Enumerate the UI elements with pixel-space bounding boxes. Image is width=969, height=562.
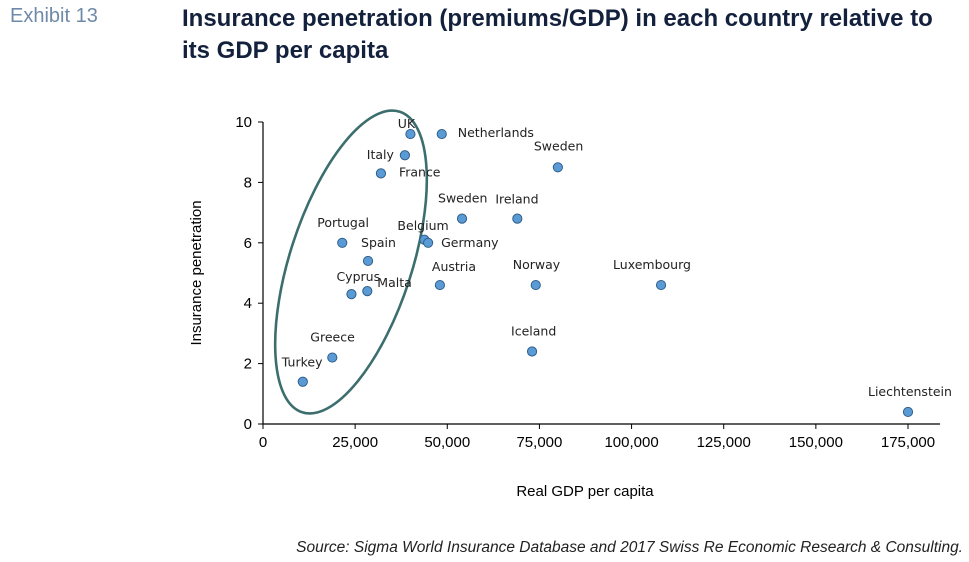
x-tick-label: 150,000 [789,434,843,451]
data-point [456,213,468,224]
data-point [399,150,410,161]
data-point [526,346,538,357]
data-point [530,279,541,291]
data-point [552,162,563,173]
point-label: Italy [367,147,395,162]
data-point [362,286,373,297]
data-point [346,289,357,300]
point-label: Spain [361,235,396,250]
point-label: Turkey [281,355,323,370]
data-point [297,376,308,387]
data-point [434,279,446,291]
point-label: Germany [441,235,499,250]
point-label: Liechtenstein [868,384,952,399]
data-point [655,279,667,291]
x-tick-label: 100,000 [604,434,658,451]
chart-title: Insurance penetration (premiums/GDP) in … [182,5,933,64]
x-tick-label: 0 [259,434,267,451]
axes: 0 25,000 50,000 75,000 100,000 125,000 150,000… [188,114,940,500]
scatter-chart: 0 25,000 50,000 75,000 100,000 125,000 150,000… [188,109,952,500]
point-label: Portugal [317,215,369,230]
data-point [423,237,434,248]
data-point [375,168,387,179]
highlight-ellipse [273,109,429,415]
y-tick-label: 4 [244,295,252,312]
y-tick-label: 8 [244,174,252,191]
point-label: UK [398,116,416,131]
data-point [337,237,348,248]
point-label: Austria [432,259,476,274]
point-labels: UK Netherlands Italy France Sweden Sweden Irel… [281,116,952,399]
point-label: Luxembourg [613,257,691,272]
point-label: Ireland [495,192,538,207]
point-label: Greece [310,330,355,345]
point-label: Malta [377,275,411,290]
point-label: Sweden [438,191,487,206]
y-tick-label: 0 [244,416,252,433]
data-point [436,128,447,140]
highlight-ellipse-group [273,109,429,415]
data-point [902,406,914,418]
point-label: France [399,164,441,179]
data-points [297,128,914,418]
exhibit-number: Exhibit 13 [10,5,98,27]
source-note: Source: Sigma World Insurance Database a… [296,539,963,556]
data-point [327,352,338,363]
point-label: Sweden [534,138,583,153]
x-tick-label: 25,000 [332,434,378,451]
y-tick-label: 2 [244,356,252,373]
point-label: Cyprus [336,269,380,284]
x-tick-label: 75,000 [516,434,562,451]
point-label: Iceland [511,324,556,339]
x-tick-label: 125,000 [697,434,751,451]
y-tick-label: 10 [235,114,252,131]
x-tick-label: 175,000 [881,434,935,451]
x-tick-label: 50,000 [424,434,470,451]
x-axis-title: Real GDP per capita [516,483,654,500]
y-axis-title: Insurance penetration [188,200,205,345]
data-point [405,128,416,140]
point-label: Norway [513,257,561,272]
data-point [362,255,374,267]
data-point [512,213,523,224]
y-tick-label: 6 [244,235,252,252]
point-label: Netherlands [458,125,534,140]
point-label: Belgium [397,218,448,233]
